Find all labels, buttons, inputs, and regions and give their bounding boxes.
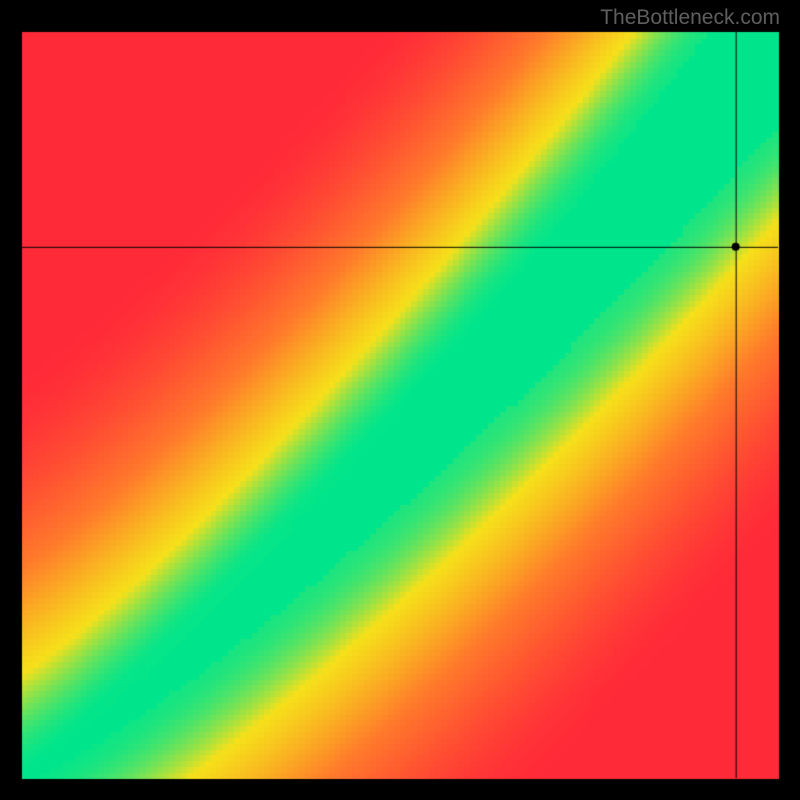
heatmap-chart (0, 0, 800, 800)
watermark-label: TheBottleneck.com (600, 6, 780, 30)
